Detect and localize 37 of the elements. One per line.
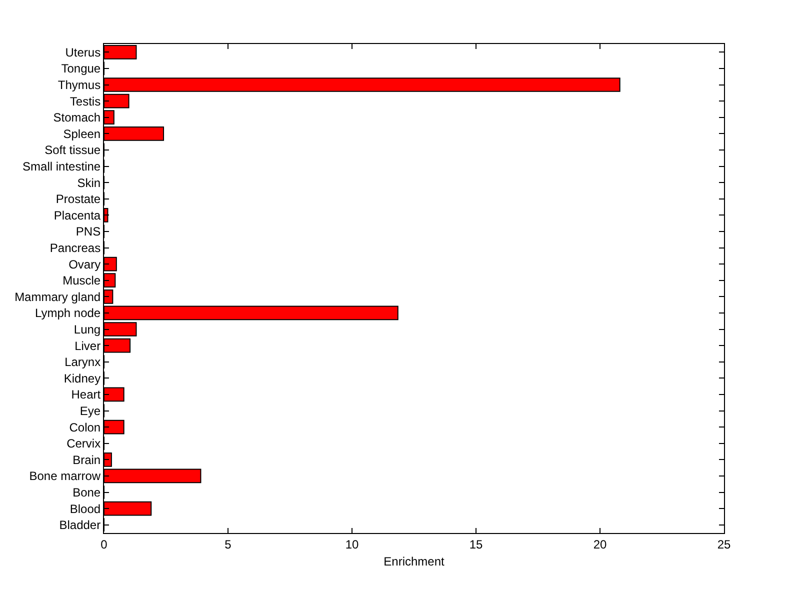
y-tick-label: Placenta — [54, 208, 101, 222]
y-tick-label: Cervix — [66, 436, 101, 451]
y-tick-label: Bone marrow — [29, 469, 101, 484]
x-tick-label: 25 — [717, 537, 731, 552]
x-tick-label: 0 — [100, 537, 108, 552]
y-tick-label: Colon — [69, 420, 101, 434]
y-tick-label: Skin — [77, 176, 101, 190]
y-tick-label: Mammary gland — [14, 290, 101, 304]
y-tick-label: Lymph node — [34, 306, 101, 320]
y-tick-label: Heart — [71, 388, 102, 402]
y-tick-label: Testis — [70, 94, 101, 108]
y-tick-label: Small intestine — [22, 159, 101, 174]
y-tick-label: Prostate — [56, 192, 101, 206]
y-tick-label: Larynx — [64, 355, 101, 370]
y-tick-label: Lung — [74, 322, 101, 336]
y-tick-label: Bone — [72, 485, 101, 500]
y-tick-label: Spleen — [63, 126, 101, 141]
y-tick-label: Muscle — [62, 274, 101, 288]
y-tick-label: Blood — [70, 502, 101, 516]
y-tick-label: PNS — [76, 224, 101, 239]
x-tick-label: 20 — [593, 537, 607, 552]
y-tick-label: Pancreas — [50, 240, 101, 255]
y-tick-label: Soft tissue — [44, 143, 101, 158]
y-tick-label: Tongue — [61, 62, 101, 76]
x-tick-label: 10 — [345, 537, 359, 552]
x-axis-title: Enrichment — [384, 554, 446, 568]
y-tick-label: Stomach — [53, 110, 101, 125]
x-tick-label: 5 — [224, 537, 232, 552]
y-tick-label: Liver — [74, 338, 101, 353]
y-tick-label: Bladder — [59, 518, 101, 532]
x-tick-label: 15 — [469, 537, 483, 552]
y-tick-label: Ovary — [68, 257, 101, 272]
y-tick-label: Kidney — [64, 371, 101, 386]
y-tick-label: Eye — [80, 404, 101, 418]
y-tick-label: Uterus — [65, 45, 101, 60]
y-tick-label: Thymus — [58, 78, 101, 92]
y-tick-label: Brain — [72, 452, 101, 467]
